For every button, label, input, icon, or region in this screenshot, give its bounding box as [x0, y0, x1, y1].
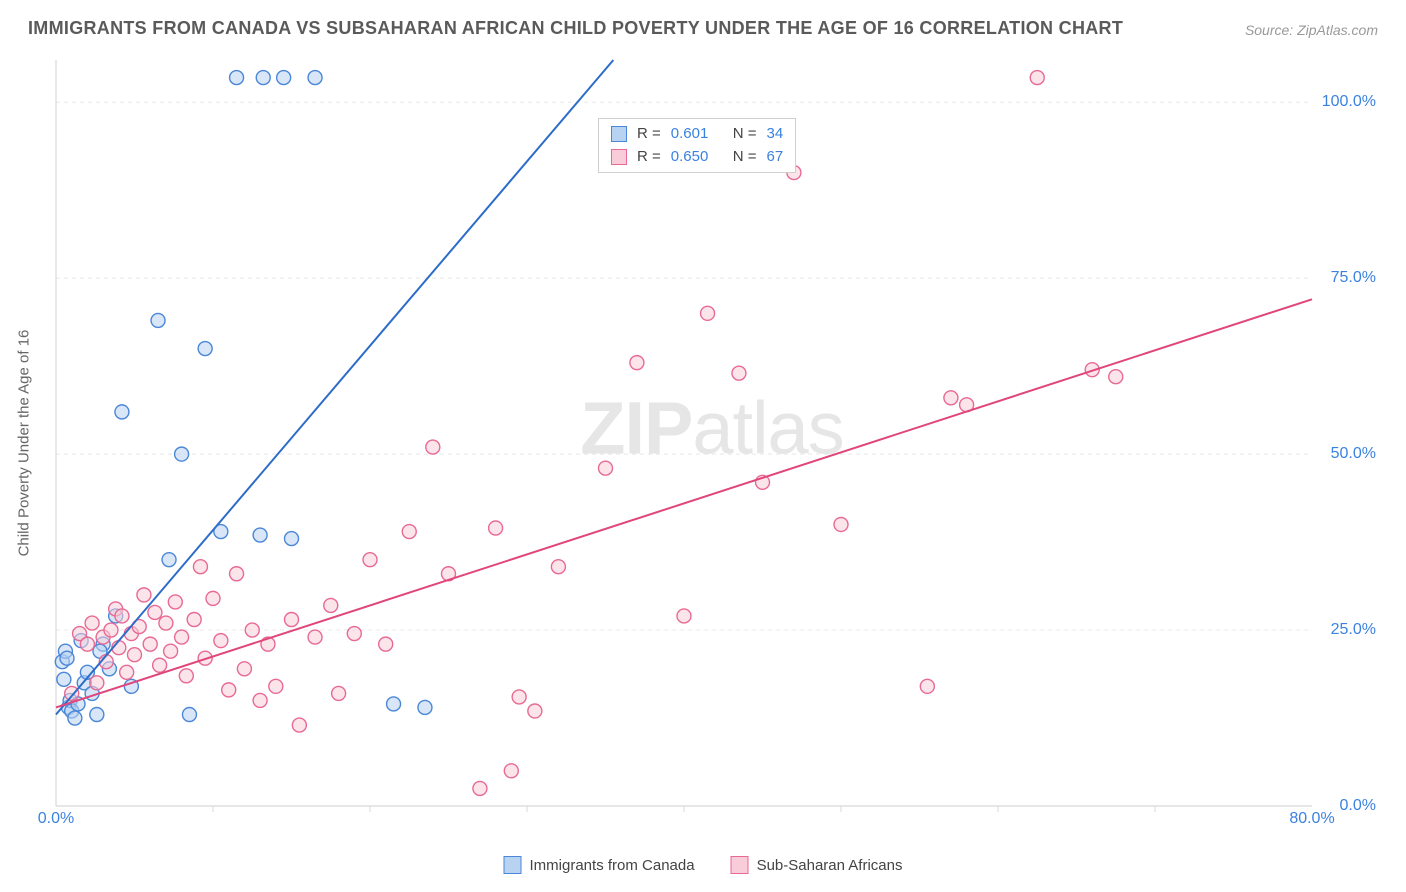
- stats-box: R = 0.601 N = 34 R = 0.650 N = 67: [598, 118, 796, 173]
- n-label: N =: [733, 146, 757, 169]
- legend-swatch-icon: [611, 149, 627, 165]
- chart-title: IMMIGRANTS FROM CANADA VS SUBSAHARAN AFR…: [28, 18, 1123, 39]
- r-label: R =: [637, 123, 661, 146]
- stats-row: R = 0.650 N = 67: [611, 146, 783, 169]
- source-label: Source: ZipAtlas.com: [1245, 22, 1378, 38]
- y-axis-label: Child Poverty Under the Age of 16: [16, 330, 33, 557]
- legend-item: Sub-Saharan Africans: [731, 856, 903, 874]
- y-tick-label: 50.0%: [1331, 445, 1376, 463]
- legend-swatch-icon: [504, 856, 522, 874]
- r-label: R =: [637, 146, 661, 169]
- legend-item: Immigrants from Canada: [504, 856, 695, 874]
- stats-row: R = 0.601 N = 34: [611, 123, 783, 146]
- y-tick-label: 75.0%: [1331, 269, 1376, 287]
- legend-swatch-icon: [731, 856, 749, 874]
- legend-label: Immigrants from Canada: [530, 857, 695, 874]
- chart-area: Child Poverty Under the Age of 16 ZIPatl…: [52, 58, 1372, 828]
- bottom-legend: Immigrants from Canada Sub-Saharan Africa…: [504, 856, 903, 874]
- n-value: 67: [767, 146, 784, 169]
- r-value: 0.601: [671, 123, 723, 146]
- n-label: N =: [733, 123, 757, 146]
- x-tick-label: 0.0%: [38, 810, 74, 828]
- n-value: 34: [767, 123, 784, 146]
- y-tick-label: 100.0%: [1322, 93, 1376, 111]
- legend-label: Sub-Saharan Africans: [757, 857, 903, 874]
- y-tick-label: 25.0%: [1331, 621, 1376, 639]
- r-value: 0.650: [671, 146, 723, 169]
- legend-swatch-icon: [611, 126, 627, 142]
- scatter-plot-svg: [52, 58, 1372, 828]
- y-tick-label: 0.0%: [1340, 797, 1376, 815]
- x-tick-label: 80.0%: [1289, 810, 1334, 828]
